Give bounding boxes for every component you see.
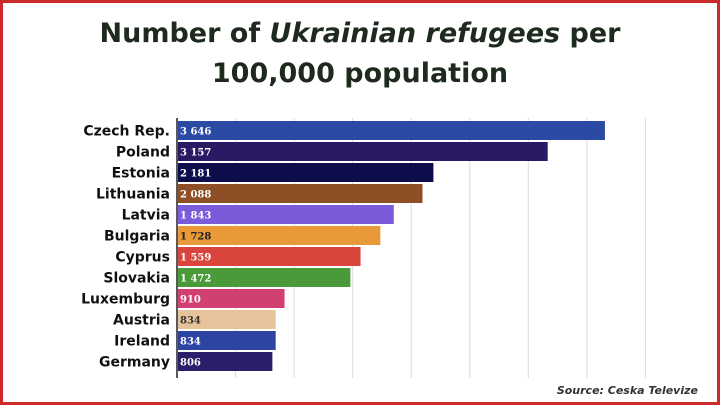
value-label: 2 088 [180, 190, 211, 201]
value-label: 806 [180, 358, 201, 369]
value-label: 3 157 [180, 148, 211, 159]
bar [178, 184, 423, 203]
title-text-start: Number of [99, 18, 270, 49]
category-label: Lithuania [96, 187, 170, 203]
bar [178, 205, 394, 224]
category-label: Czech Rep. [83, 124, 170, 140]
value-label: 1 559 [180, 253, 211, 264]
title-line-1: Number of Ukrainian refugees per [0, 14, 720, 54]
bar [178, 142, 548, 161]
bar [178, 226, 381, 245]
value-label: 1 728 [180, 232, 211, 243]
value-label: 3 646 [180, 127, 211, 138]
category-label: Bulgaria [104, 229, 170, 245]
value-label: 910 [180, 295, 201, 306]
bar [178, 163, 434, 182]
source-credit: Source: Ceska Televize [556, 384, 698, 397]
value-label: 1 843 [180, 211, 211, 222]
category-label: Luxemburg [81, 292, 170, 308]
bar [178, 289, 285, 308]
bar [178, 352, 273, 371]
category-label: Estonia [112, 166, 170, 182]
value-label: 834 [180, 337, 201, 348]
bar [178, 121, 605, 140]
category-label: Poland [116, 145, 170, 161]
bar [178, 331, 276, 350]
category-label: Ireland [114, 334, 170, 350]
value-label: 1 472 [180, 274, 211, 285]
value-label: 834 [180, 316, 201, 327]
bar [178, 268, 351, 287]
bar [178, 310, 276, 329]
category-label: Germany [99, 355, 170, 371]
bar [178, 247, 361, 266]
category-label: Cyprus [115, 250, 170, 266]
title-text-end: per [560, 18, 621, 49]
title-emphasis: Ukrainian refugees [269, 18, 561, 49]
chart-title: Number of Ukrainian refugees per 100,000… [0, 14, 720, 94]
value-label: 2 181 [180, 169, 211, 180]
category-label: Latvia [122, 208, 170, 224]
category-label: Austria [113, 313, 170, 329]
category-label: Slovakia [103, 271, 170, 287]
title-line-2: 100,000 population [211, 58, 509, 89]
